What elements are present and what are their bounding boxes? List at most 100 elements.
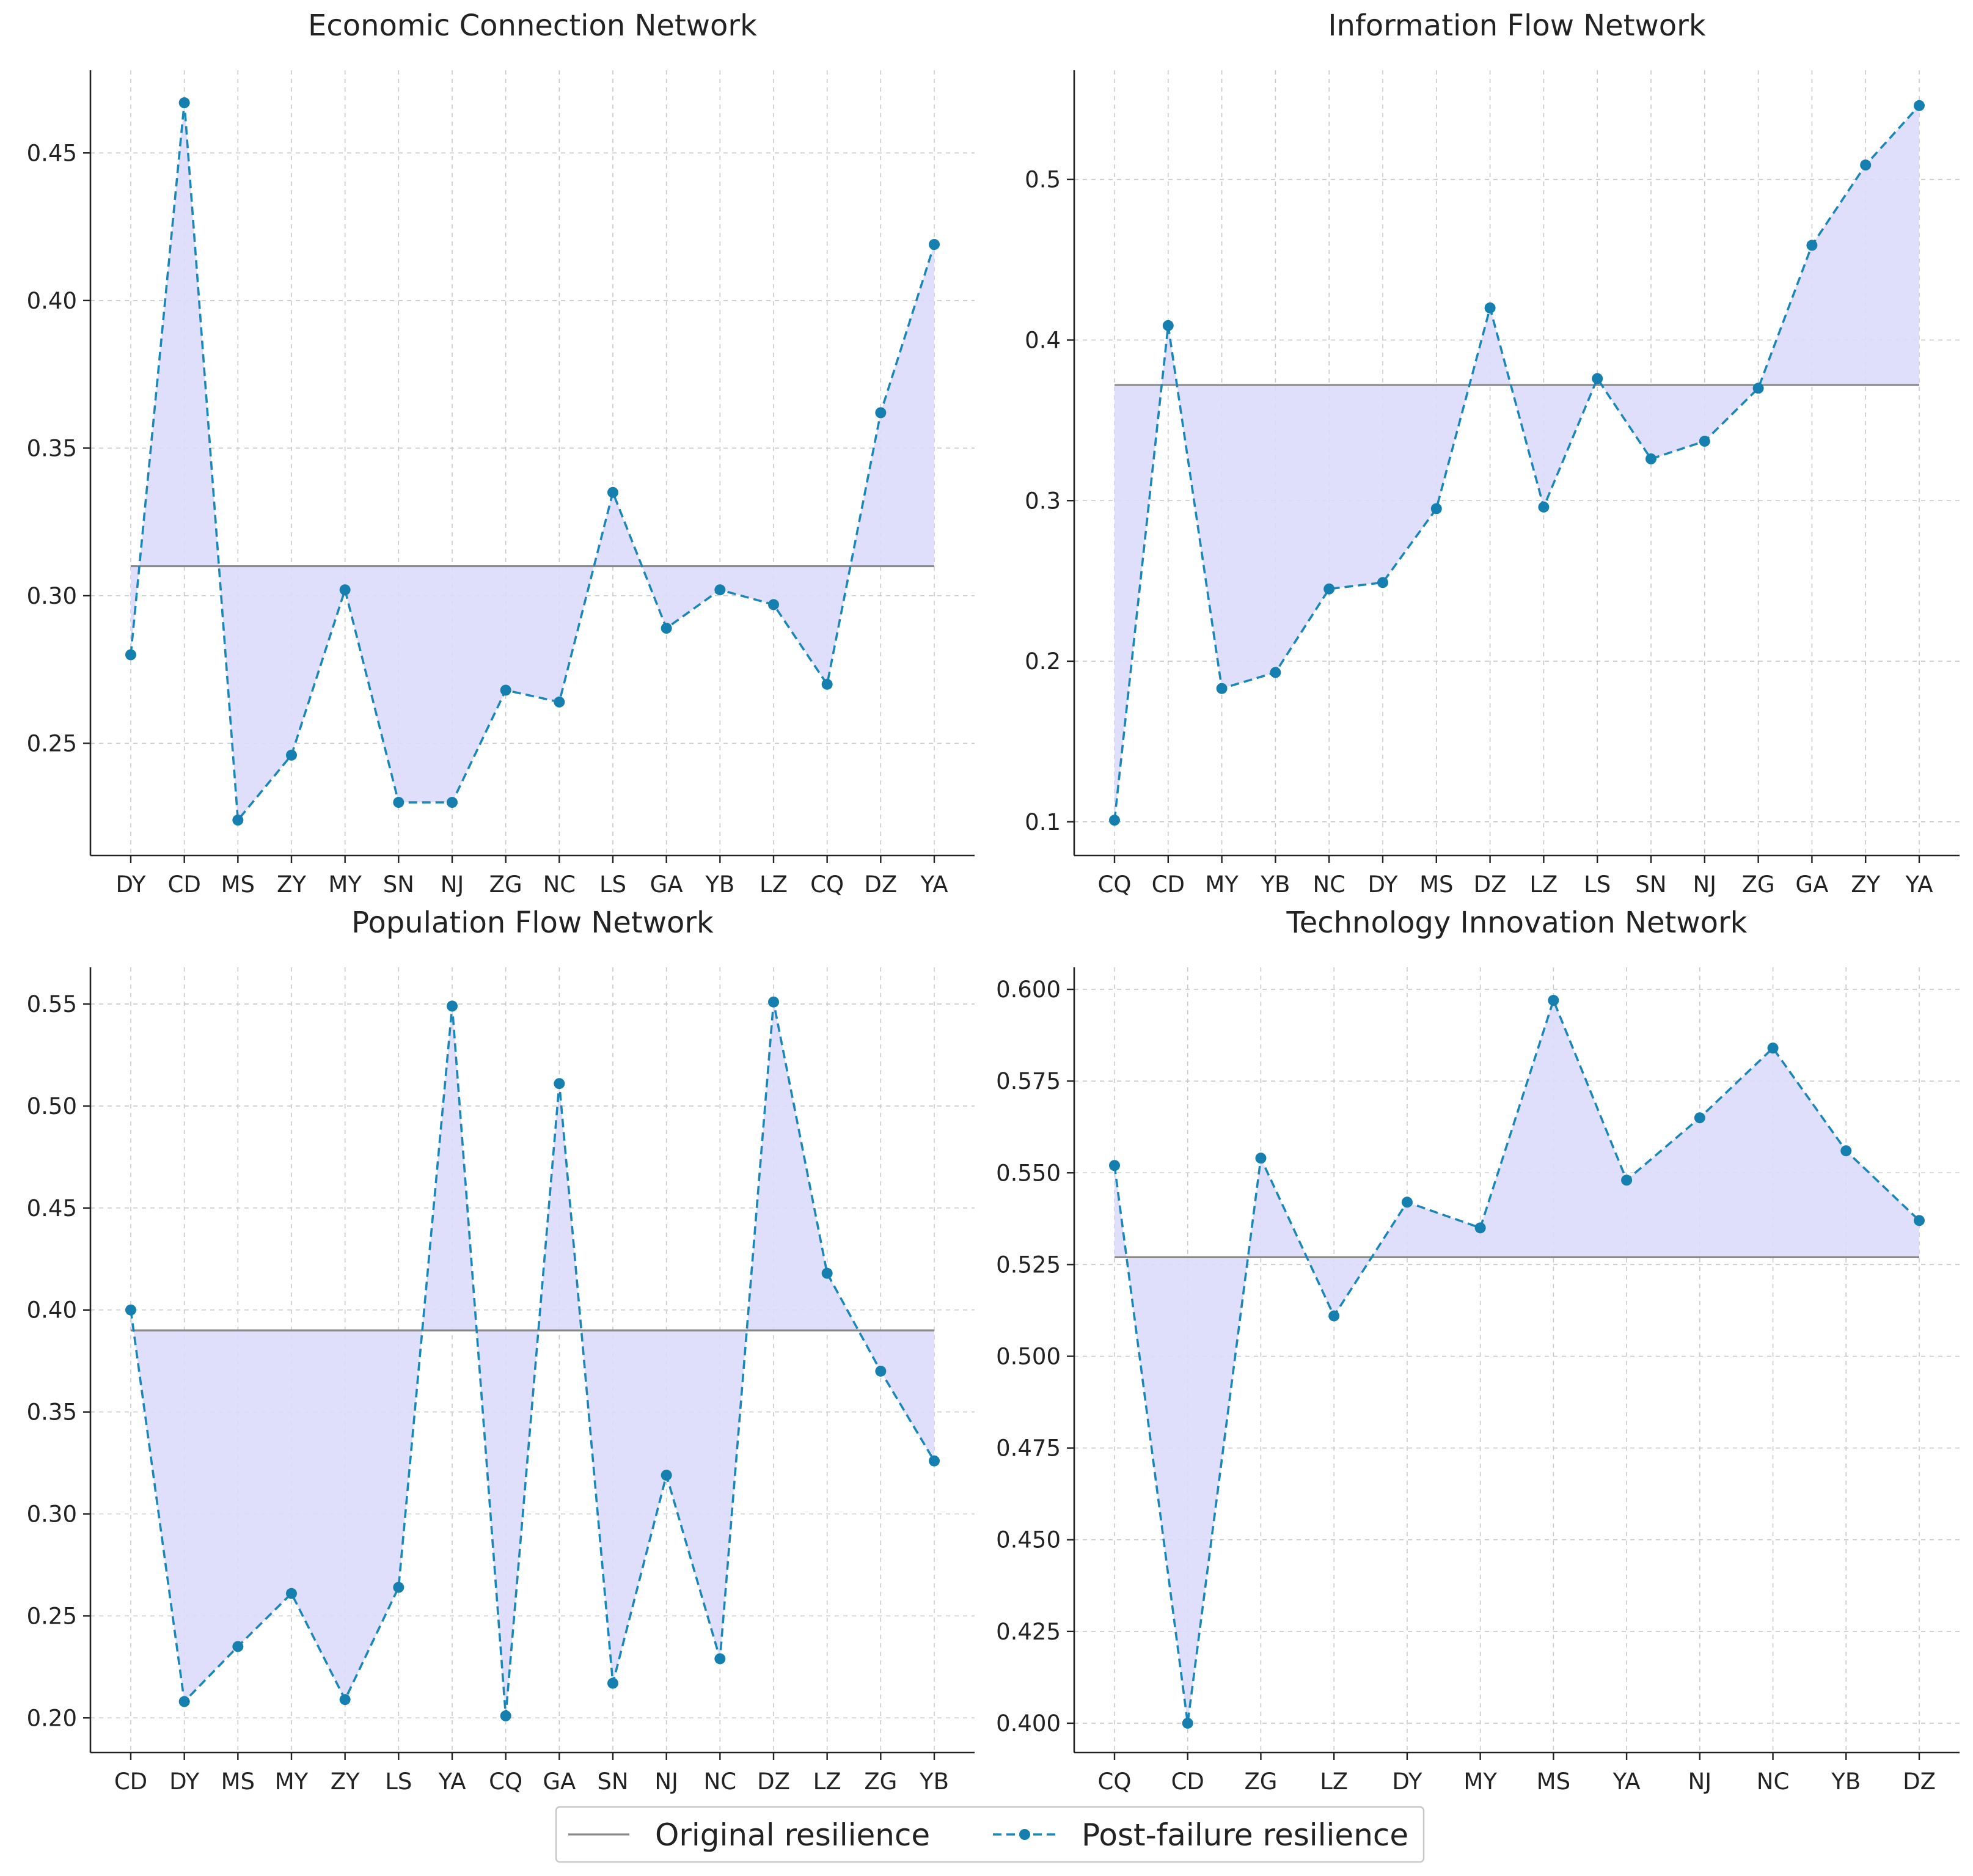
y-tick-label: 0.475: [996, 1435, 1061, 1462]
data-point-zg: [1255, 1152, 1267, 1164]
data-point-ms: [1430, 503, 1442, 515]
x-tick-label: NC: [543, 871, 576, 898]
y-tick-label: 0.500: [996, 1343, 1061, 1369]
data-point-ga: [661, 623, 672, 634]
panel-technology-innovation: 0.400 0.425 0.450 0.475 0.500 0.525 0.550 0.575…: [996, 906, 1960, 1795]
x-tick-label: MS: [221, 1768, 255, 1795]
data-point-cq: [500, 1710, 511, 1721]
data-point-lz: [1328, 1310, 1340, 1322]
chart-title: Population Flow Network: [351, 906, 714, 940]
data-point-nj: [661, 1470, 672, 1481]
post-failure-resilience-line: [130, 102, 935, 823]
data-point-nj: [1694, 1112, 1705, 1124]
x-tick-label: SN: [1635, 871, 1666, 898]
data-point-sn: [1645, 453, 1656, 464]
data-point-ga: [1806, 240, 1818, 251]
x-tick-label: DZ: [1474, 871, 1507, 898]
data-point-dy: [178, 1696, 190, 1707]
y-tick-label: 0.4: [1025, 327, 1061, 353]
x-tick-label: MS: [221, 871, 255, 898]
resilience-difference-area: [1115, 105, 1919, 821]
x-tick-label: DZ: [757, 1768, 790, 1795]
data-point-nj: [1699, 436, 1710, 447]
x-tick-label: ZG: [864, 1768, 897, 1795]
x-tick-label: NJ: [441, 871, 464, 898]
x-tick-label: MS: [1419, 871, 1453, 898]
data-point-dz: [768, 996, 779, 1008]
legend-postfailure-marker: [1019, 1829, 1030, 1840]
resilience-difference-area: [1115, 1000, 1919, 1723]
data-point-cd: [1162, 320, 1174, 331]
data-point-nc: [714, 1653, 726, 1665]
x-tick-label: YB: [919, 1768, 949, 1795]
x-tick-label: LS: [1584, 871, 1611, 898]
data-point-ya: [929, 239, 940, 251]
data-point-dz: [1914, 1215, 1925, 1226]
x-tick-label: ZG: [1742, 871, 1775, 898]
x-tick-label: DZ: [864, 871, 897, 898]
y-tick-label: 0.30: [27, 583, 77, 609]
x-tick-label: CD: [1152, 871, 1185, 898]
y-tick-label: 0.5: [1025, 167, 1061, 193]
chart-title: Economic Connection Network: [308, 9, 757, 43]
x-tick-label: ZG: [489, 871, 522, 898]
x-tick-label: ZG: [1244, 1768, 1277, 1795]
x-tick-label: CD: [114, 1768, 147, 1795]
x-tick-label: LS: [385, 1768, 412, 1795]
x-tick-label: DZ: [1903, 1768, 1936, 1795]
x-tick-label: DY: [1392, 1768, 1422, 1795]
data-point-yb: [1840, 1145, 1852, 1157]
x-tick-label: CQ: [810, 871, 844, 898]
data-point-lz: [821, 1267, 833, 1279]
y-tick-label: 0.50: [27, 1093, 77, 1119]
data-point-my: [1216, 683, 1228, 694]
y-tick-label: 0.20: [27, 1705, 77, 1731]
data-point-sn: [607, 1677, 618, 1689]
data-point-dy: [1377, 577, 1388, 588]
y-tick-label: 0.55: [27, 991, 77, 1017]
data-point-ya: [447, 1000, 458, 1012]
y-tick-label: 0.450: [996, 1527, 1061, 1553]
x-tick-label: MY: [275, 1768, 309, 1795]
data-point-sn: [393, 797, 404, 808]
x-tick-label: MY: [1205, 871, 1239, 898]
y-tick-label: 0.425: [996, 1619, 1061, 1645]
x-tick-label: ZY: [331, 1768, 360, 1795]
legend: Original resilience Post-failure resilie…: [555, 1806, 1425, 1863]
x-tick-label: LZ: [760, 871, 788, 898]
data-point-zy: [286, 749, 297, 761]
y-tick-label: 0.25: [27, 1603, 77, 1629]
data-point-zg: [1752, 383, 1764, 394]
data-point-zy: [1860, 159, 1872, 171]
x-tick-label: NC: [1312, 871, 1345, 898]
y-tick-label: 0.45: [27, 140, 77, 166]
data-point-cd: [178, 97, 190, 109]
data-point-zg: [875, 1365, 887, 1377]
y-tick-label: 0.25: [27, 730, 77, 757]
data-point-my: [339, 584, 351, 596]
y-tick-label: 0.30: [27, 1501, 77, 1527]
y-tick-label: 0.400: [996, 1710, 1061, 1737]
x-tick-label: LS: [599, 871, 626, 898]
y-tick-label: 0.575: [996, 1068, 1061, 1094]
x-tick-label: SN: [597, 1768, 628, 1795]
x-tick-label: GA: [1795, 871, 1828, 898]
panel-economic-connection: 0.25 0.30 0.35 0.40 0.45 DY CD MS ZY MY SN NJ ZG NC LS…: [27, 9, 975, 898]
x-tick-label: CD: [1171, 1768, 1204, 1795]
data-point-zy: [339, 1694, 351, 1706]
x-tick-label: YB: [1260, 871, 1290, 898]
y-tick-label: 0.525: [996, 1251, 1061, 1278]
data-point-dz: [875, 407, 887, 419]
x-tick-label: YB: [1831, 1768, 1861, 1795]
y-tick-label: 0.600: [996, 976, 1061, 1003]
data-point-ya: [1914, 100, 1925, 111]
data-point-cq: [1109, 1160, 1120, 1171]
x-tick-label: NC: [1757, 1768, 1790, 1795]
x-tick-label: CQ: [1098, 1768, 1132, 1795]
x-tick-label: CD: [168, 871, 201, 898]
resilience-difference-area: [131, 103, 934, 821]
data-point-nj: [447, 797, 458, 808]
y-tick-label: 0.40: [27, 1297, 77, 1324]
post-failure-resilience-line: [1113, 104, 1920, 821]
